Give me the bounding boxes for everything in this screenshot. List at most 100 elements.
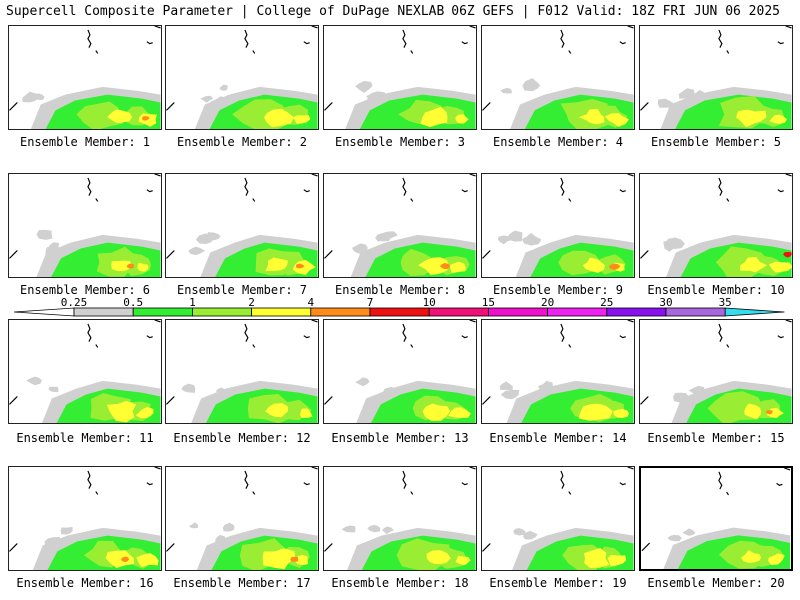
ensemble-map-panel-8[interactable]: [323, 173, 477, 278]
scp-yellow-region: [455, 555, 471, 566]
scp-gray-region: [382, 386, 403, 399]
ensemble-map-panel-9[interactable]: [481, 173, 635, 278]
scp-yellow-region: [292, 259, 316, 276]
scp-lime-region: [400, 248, 434, 277]
color-scale-tick-label: 7: [367, 296, 374, 309]
ensemble-map-panel-19[interactable]: [481, 466, 635, 571]
ensemble-map-panel-13[interactable]: [323, 319, 477, 424]
ensemble-map: [640, 174, 792, 277]
scp-yellow-region: [265, 257, 289, 271]
ensemble-map-panel-4[interactable]: [481, 25, 635, 130]
coastline: [252, 491, 256, 495]
scp-gray-region: [36, 229, 53, 240]
color-scale-swatch: [73, 307, 134, 317]
coastline: [461, 189, 468, 193]
color-scale-swatch: [191, 307, 252, 317]
header-run-info: 06Z GEFS | F012 Valid: 18Z FRI JUN 06 20…: [451, 4, 780, 19]
ensemble-map: [9, 26, 161, 129]
scp-yellow-region: [448, 407, 471, 418]
ensemble-map-panel-17[interactable]: [165, 466, 319, 571]
ensemble-map-panel-6[interactable]: [8, 173, 162, 278]
scp-yellow-region: [613, 408, 630, 419]
color-scale-swatch: [547, 307, 608, 317]
scp-gray-region: [219, 84, 228, 91]
scp-gray-region: [682, 528, 696, 536]
scp-orange-region: [290, 556, 299, 562]
scp-gray-region: [47, 242, 60, 252]
coastline: [469, 467, 476, 470]
ensemble-map-panel-11[interactable]: [8, 319, 162, 424]
ensemble-member-label: Ensemble Member: 5: [650, 135, 782, 149]
coastline: [324, 250, 333, 259]
coastline: [9, 102, 18, 111]
color-scale-swatch: [665, 307, 726, 317]
ensemble-member-label: Ensemble Member: 10: [647, 283, 785, 297]
ensemble-map-panel-5[interactable]: [639, 25, 793, 130]
ensemble-map-panel-12[interactable]: [165, 319, 319, 424]
scp-gray-region: [688, 385, 706, 397]
ensemble-member-label: Ensemble Member: 8: [334, 283, 466, 297]
coastline: [461, 335, 468, 339]
scp-gray-region: [667, 534, 682, 542]
ensemble-map-panel-15[interactable]: [639, 319, 793, 424]
scp-yellow-region: [137, 262, 149, 272]
ensemble-map-panel-2[interactable]: [165, 25, 319, 130]
coastline: [640, 396, 649, 405]
coastline: [777, 335, 784, 339]
coastline: [303, 41, 310, 45]
color-scale-swatch: [428, 307, 489, 317]
scp-gray-region: [215, 534, 227, 545]
scp-gray-region: [673, 392, 689, 403]
ensemble-map-panel-20[interactable]: [639, 466, 793, 571]
ensemble-member-label: Ensemble Member: 9: [492, 283, 624, 297]
ensemble-map-panel-10[interactable]: [639, 173, 793, 278]
ensemble-map: [482, 26, 634, 129]
coastline: [726, 50, 730, 54]
ensemble-map: [166, 26, 318, 129]
coastline: [9, 396, 18, 405]
scp-gray-region: [521, 232, 542, 246]
color-scale-tick-label: 1: [189, 296, 196, 309]
ensemble-map-panel-7[interactable]: [165, 173, 319, 278]
ensemble-map: [9, 467, 161, 570]
scp-yellow-region: [768, 261, 792, 273]
coastline: [619, 189, 626, 193]
scp-gray-region: [48, 386, 59, 393]
coastline: [154, 26, 161, 29]
scp-yellow-region: [299, 408, 313, 418]
color-scale-tick-label: 25: [600, 296, 613, 309]
scp-yellow-region: [769, 114, 787, 124]
coastline: [640, 250, 649, 259]
ensemble-map: [166, 174, 318, 277]
ensemble-map-panel-16[interactable]: [8, 466, 162, 571]
coastline: [784, 468, 791, 471]
coastline: [87, 470, 92, 489]
coastline: [627, 174, 634, 177]
coastline: [469, 26, 476, 29]
scp-yellow-region: [604, 113, 630, 127]
coastline: [410, 50, 414, 54]
ensemble-map-panel-3[interactable]: [323, 25, 477, 130]
ensemble-member-label: Ensemble Member: 13: [331, 431, 469, 445]
scp-yellow-region: [741, 550, 762, 563]
coastline: [619, 482, 626, 486]
ensemble-member-label: Ensemble Member: 17: [173, 576, 311, 590]
scp-gray-region: [382, 231, 398, 240]
scp-orange-region: [608, 263, 621, 271]
coastline: [146, 335, 153, 339]
coastline: [410, 491, 414, 495]
coastline: [482, 396, 491, 405]
coastline: [469, 320, 476, 323]
scp-gray-region: [657, 98, 676, 108]
scp-gray-region: [210, 96, 230, 106]
scp-gray-region: [64, 96, 75, 103]
ensemble-map-panel-14[interactable]: [481, 319, 635, 424]
coastline: [146, 41, 153, 45]
scp-yellow-region: [422, 403, 451, 422]
coastline: [166, 543, 175, 552]
ensemble-map-panel-1[interactable]: [8, 25, 162, 130]
scp-yellow-region: [418, 257, 450, 276]
coastline: [482, 102, 491, 111]
ensemble-member-label: Ensemble Member: 20: [647, 576, 785, 590]
ensemble-map-panel-18[interactable]: [323, 466, 477, 571]
